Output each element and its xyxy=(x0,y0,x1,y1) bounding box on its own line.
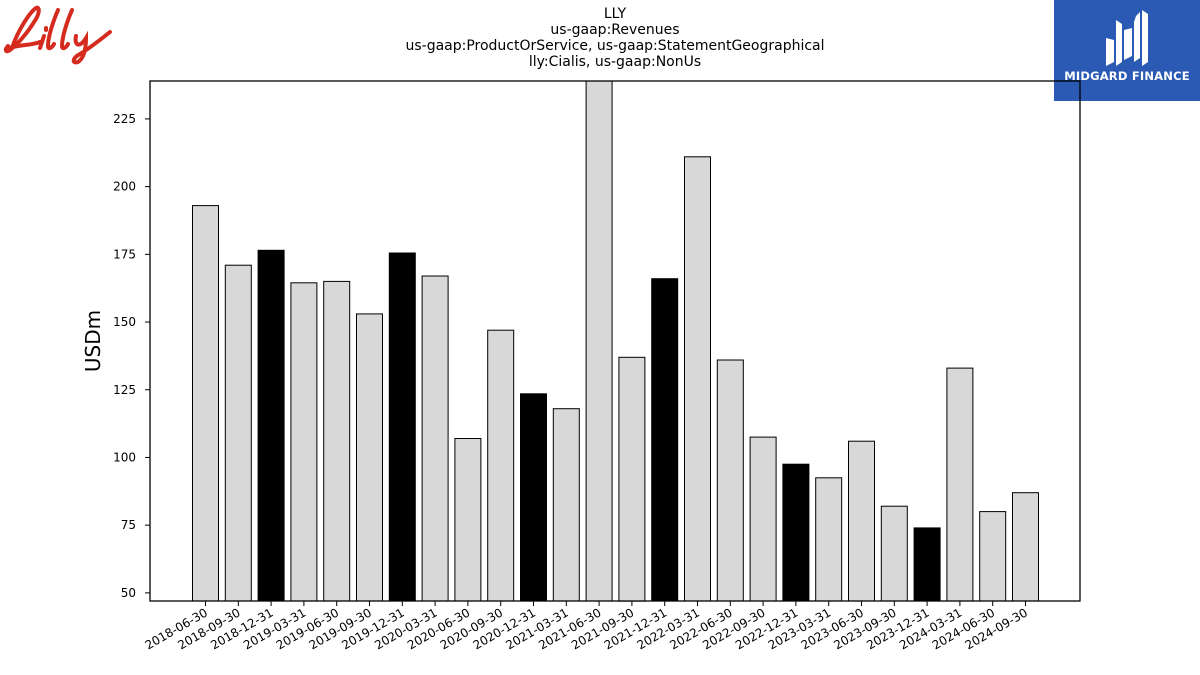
bar xyxy=(716,359,744,602)
chart-title: LLY us-gaap:Revenues us-gaap:ProductOrSe… xyxy=(315,6,915,70)
bar xyxy=(454,438,482,602)
bar xyxy=(257,249,285,602)
midgard-wordmark: MIDGARD FINANCE xyxy=(1064,69,1190,83)
bar xyxy=(192,205,219,602)
bar xyxy=(848,440,875,602)
y-tick-label: 150 xyxy=(113,315,136,329)
bar xyxy=(290,282,318,602)
title-line-axes: us-gaap:ProductOrService, us-gaap:Statem… xyxy=(405,38,825,54)
y-tick-label: 225 xyxy=(113,112,136,126)
bar xyxy=(487,329,515,602)
bar xyxy=(913,527,941,602)
y-tick-label: 50 xyxy=(121,586,136,600)
midgard-emblem-icon xyxy=(1106,10,1148,66)
y-tick-label: 200 xyxy=(113,180,136,194)
y-tick-label: 125 xyxy=(113,383,136,397)
bar xyxy=(1012,492,1039,602)
bar xyxy=(782,463,810,602)
bar xyxy=(684,156,711,602)
bar xyxy=(651,278,679,602)
bar xyxy=(421,275,449,602)
bar xyxy=(520,393,547,602)
title-line-concept: us-gaap:Revenues xyxy=(550,22,680,38)
y-tick-label: 175 xyxy=(113,247,136,261)
lilly-logo xyxy=(3,5,112,65)
bar xyxy=(323,280,351,602)
bar xyxy=(356,313,383,602)
bar xyxy=(224,264,252,602)
bar xyxy=(979,511,1007,602)
bar xyxy=(749,436,777,602)
bar xyxy=(585,80,613,602)
bar xyxy=(815,477,843,602)
midgard-finance-logo: MIDGARD FINANCE xyxy=(1054,0,1200,101)
y-tick-label: 100 xyxy=(113,450,136,464)
bar xyxy=(880,505,908,602)
plot-frame xyxy=(149,80,1081,602)
bar xyxy=(388,252,416,602)
y-axis-label: USDm xyxy=(81,310,105,372)
bar xyxy=(618,356,646,602)
y-tick-label: 75 xyxy=(121,518,136,532)
bar xyxy=(946,367,974,602)
bar xyxy=(552,408,580,602)
title-line-members: lly:Cialis, us-gaap:NonUs xyxy=(528,54,702,70)
title-line-ticker: LLY xyxy=(603,6,627,22)
